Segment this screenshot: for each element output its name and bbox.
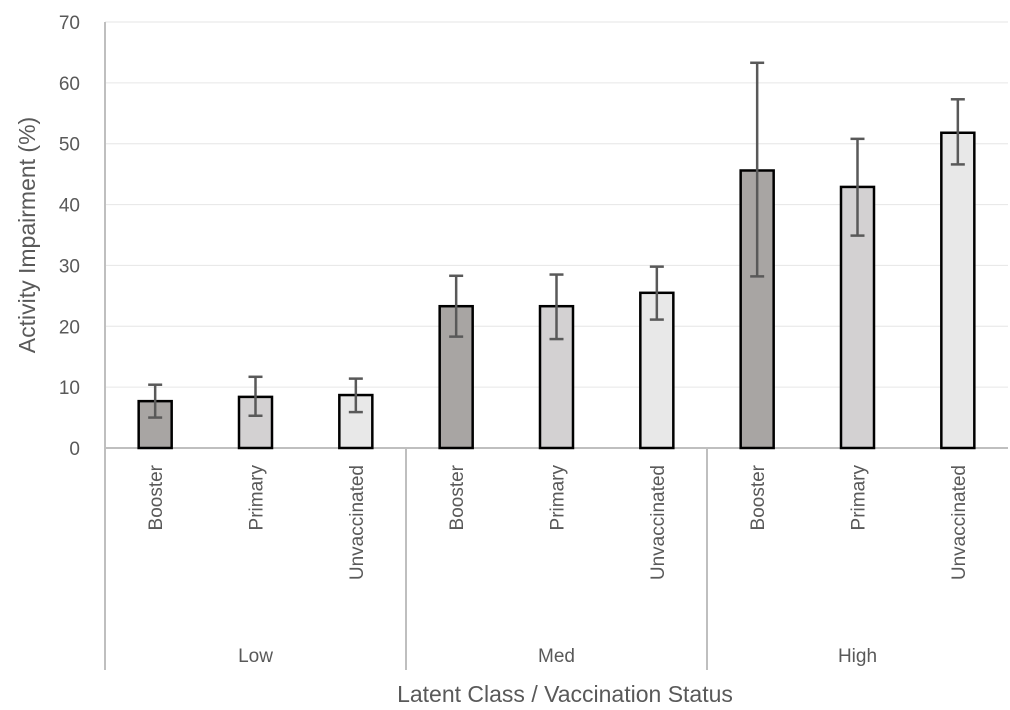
error-bar: [248, 375, 263, 417]
x-tick-label: Primary: [548, 465, 569, 531]
y-tick-label: 30: [59, 256, 80, 277]
x-tick-label: Primary: [849, 465, 870, 531]
labels: 0 10 20 30 40 50 60 70 Low Med High Booster Primary U…: [59, 13, 970, 667]
group-label: Med: [538, 646, 575, 667]
y-tick-label: 0: [69, 439, 80, 460]
group-label: Low: [238, 646, 273, 667]
bar: [940, 131, 976, 450]
error-bar: [549, 273, 564, 341]
error-bar: [850, 137, 865, 237]
x-axis-title: Latent Class / Vaccination Status: [397, 681, 733, 707]
error-bar: [449, 274, 464, 338]
y-tick-label: 40: [59, 196, 80, 217]
x-tick-label: Unvaccinated: [648, 465, 669, 580]
x-tick-label: Unvaccinated: [949, 465, 970, 580]
x-tick-label: Booster: [748, 464, 769, 530]
error-bar: [649, 265, 664, 321]
y-tick-label: 10: [59, 378, 80, 399]
y-tick-label: 70: [59, 13, 80, 34]
group-label: High: [838, 646, 877, 667]
gridlines: [105, 21, 1008, 388]
error-bar: [348, 377, 363, 414]
error-bar: [750, 61, 765, 278]
x-tick-label: Unvaccinated: [347, 465, 368, 580]
error-bar: [950, 98, 965, 166]
y-axis-title: Activity Impairment (%): [14, 117, 40, 353]
y-tick-label: 20: [59, 317, 80, 338]
error-bars: [148, 61, 965, 419]
x-tick-label: Booster: [146, 464, 167, 530]
y-tick-label: 60: [59, 74, 80, 95]
x-tick-label: Booster: [447, 464, 468, 530]
x-tick-label: Primary: [247, 465, 268, 531]
bars: [137, 131, 976, 450]
y-tick-label: 50: [59, 135, 80, 156]
error-bar: [148, 383, 163, 419]
